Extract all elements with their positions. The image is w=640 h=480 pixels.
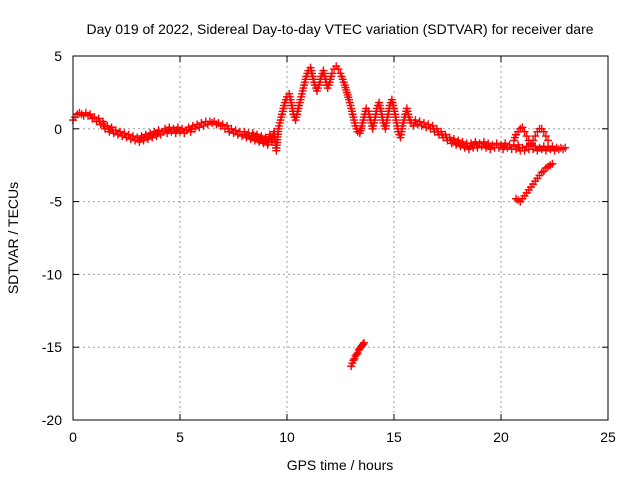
data-point bbox=[544, 136, 553, 145]
data-point bbox=[358, 340, 367, 349]
data-point bbox=[218, 120, 227, 129]
data-point bbox=[124, 130, 133, 139]
y-tick-label: 5 bbox=[54, 48, 62, 64]
data-point bbox=[349, 356, 358, 365]
series-segment-lower-right bbox=[511, 159, 557, 206]
data-point bbox=[415, 117, 424, 126]
data-point bbox=[411, 116, 420, 125]
data-point bbox=[505, 140, 514, 149]
data-point bbox=[531, 132, 540, 141]
data-point bbox=[178, 124, 187, 133]
y-tick-label: 0 bbox=[54, 121, 62, 137]
data-point bbox=[120, 129, 129, 138]
data-point bbox=[227, 124, 236, 133]
data-point bbox=[190, 124, 199, 133]
x-tick-label: 20 bbox=[493, 429, 509, 445]
x-tick-label: 15 bbox=[386, 429, 402, 445]
data-point bbox=[86, 110, 95, 119]
x-tick-label: 10 bbox=[279, 429, 295, 445]
data-layer bbox=[69, 62, 570, 371]
plot-frame bbox=[72, 55, 609, 421]
y-tick-label: -5 bbox=[50, 194, 63, 210]
data-point bbox=[327, 69, 336, 78]
data-point bbox=[90, 113, 99, 122]
data-point bbox=[486, 145, 495, 154]
data-point bbox=[520, 146, 529, 155]
data-point bbox=[165, 123, 174, 132]
data-point bbox=[128, 132, 137, 141]
data-point bbox=[518, 123, 527, 132]
data-point bbox=[154, 126, 163, 135]
data-point bbox=[360, 338, 369, 347]
data-point bbox=[419, 118, 428, 127]
series-segment-13h bbox=[347, 338, 369, 371]
x-tick-label: 25 bbox=[600, 429, 616, 445]
x-tick-label: 0 bbox=[69, 429, 77, 445]
data-point bbox=[173, 123, 182, 132]
data-point bbox=[531, 142, 540, 151]
data-point bbox=[424, 120, 433, 129]
data-point bbox=[539, 142, 548, 151]
data-point bbox=[539, 127, 548, 136]
y-tick-label: -15 bbox=[42, 339, 62, 355]
y-tick-label: -20 bbox=[42, 412, 62, 428]
data-point bbox=[473, 143, 482, 152]
data-point bbox=[116, 127, 125, 136]
data-point bbox=[561, 143, 570, 152]
axis-layer: 0 5 10 15 20 25 -20 -15 -10 -5 0 5 bbox=[42, 48, 616, 445]
data-point bbox=[522, 132, 531, 141]
data-point bbox=[501, 139, 510, 148]
data-point bbox=[492, 139, 501, 148]
data-point bbox=[548, 142, 557, 151]
grid-layer bbox=[73, 56, 608, 420]
data-point bbox=[334, 65, 343, 74]
data-point bbox=[541, 132, 550, 141]
y-axis-label: SDTVAR / TECUs bbox=[5, 182, 21, 294]
chart-title: Day 019 of 2022, Sidereal Day-to-day VTE… bbox=[86, 21, 593, 37]
data-point bbox=[199, 121, 208, 130]
data-point bbox=[548, 159, 557, 168]
data-point bbox=[195, 123, 204, 132]
data-point bbox=[529, 136, 538, 145]
series-main-track bbox=[69, 62, 570, 155]
x-axis-label: GPS time / hours bbox=[287, 457, 394, 473]
data-point bbox=[352, 350, 361, 359]
data-point bbox=[520, 127, 529, 136]
series-branch-21h bbox=[509, 123, 553, 148]
x-tick-label: 5 bbox=[176, 429, 184, 445]
data-point bbox=[231, 126, 240, 135]
data-point bbox=[111, 126, 120, 135]
y-tick-label: -10 bbox=[42, 266, 62, 282]
